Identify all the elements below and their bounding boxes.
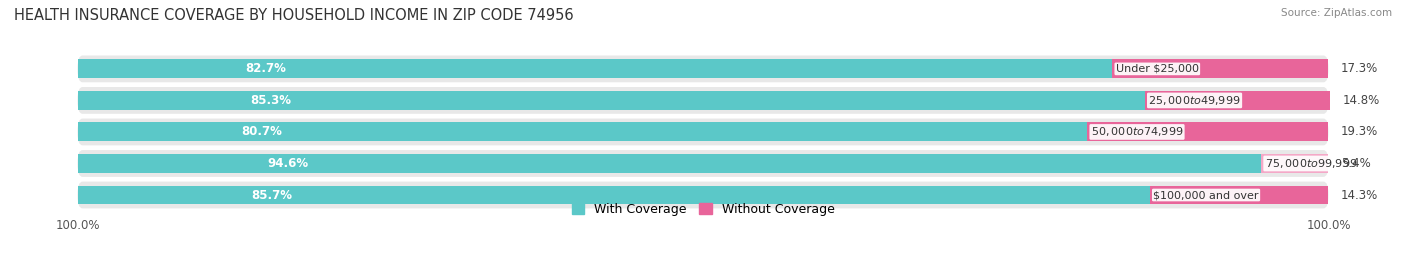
Text: 14.8%: 14.8% bbox=[1343, 94, 1379, 107]
Bar bbox=[1261, 154, 1329, 173]
Text: $50,000 to $74,999: $50,000 to $74,999 bbox=[1091, 125, 1184, 139]
Text: Source: ZipAtlas.com: Source: ZipAtlas.com bbox=[1281, 8, 1392, 18]
Text: Under $25,000: Under $25,000 bbox=[1116, 64, 1199, 74]
FancyBboxPatch shape bbox=[77, 150, 1329, 177]
Bar bbox=[77, 186, 1150, 204]
Bar bbox=[77, 91, 1144, 110]
FancyBboxPatch shape bbox=[77, 55, 1329, 82]
Text: 17.3%: 17.3% bbox=[1341, 62, 1378, 75]
Bar bbox=[1150, 186, 1329, 204]
Bar bbox=[1144, 91, 1330, 110]
Bar bbox=[77, 154, 1261, 173]
Text: 19.3%: 19.3% bbox=[1341, 125, 1378, 139]
FancyBboxPatch shape bbox=[77, 119, 1329, 145]
Text: 80.7%: 80.7% bbox=[242, 125, 283, 139]
Text: 85.3%: 85.3% bbox=[250, 94, 291, 107]
Legend: With Coverage, Without Coverage: With Coverage, Without Coverage bbox=[572, 203, 834, 216]
FancyBboxPatch shape bbox=[77, 87, 1329, 114]
Text: $75,000 to $99,999: $75,000 to $99,999 bbox=[1264, 157, 1357, 170]
Text: HEALTH INSURANCE COVERAGE BY HOUSEHOLD INCOME IN ZIP CODE 74956: HEALTH INSURANCE COVERAGE BY HOUSEHOLD I… bbox=[14, 8, 574, 23]
Text: 82.7%: 82.7% bbox=[245, 62, 285, 75]
Text: $25,000 to $49,999: $25,000 to $49,999 bbox=[1149, 94, 1241, 107]
Bar bbox=[77, 122, 1087, 141]
Text: $100,000 and over: $100,000 and over bbox=[1153, 190, 1258, 200]
Text: 5.4%: 5.4% bbox=[1341, 157, 1371, 170]
FancyBboxPatch shape bbox=[77, 182, 1329, 208]
Text: 94.6%: 94.6% bbox=[267, 157, 309, 170]
Bar bbox=[77, 59, 1112, 78]
Bar bbox=[1087, 122, 1329, 141]
Bar bbox=[1112, 59, 1329, 78]
Text: 85.7%: 85.7% bbox=[250, 189, 292, 201]
Text: 14.3%: 14.3% bbox=[1341, 189, 1378, 201]
